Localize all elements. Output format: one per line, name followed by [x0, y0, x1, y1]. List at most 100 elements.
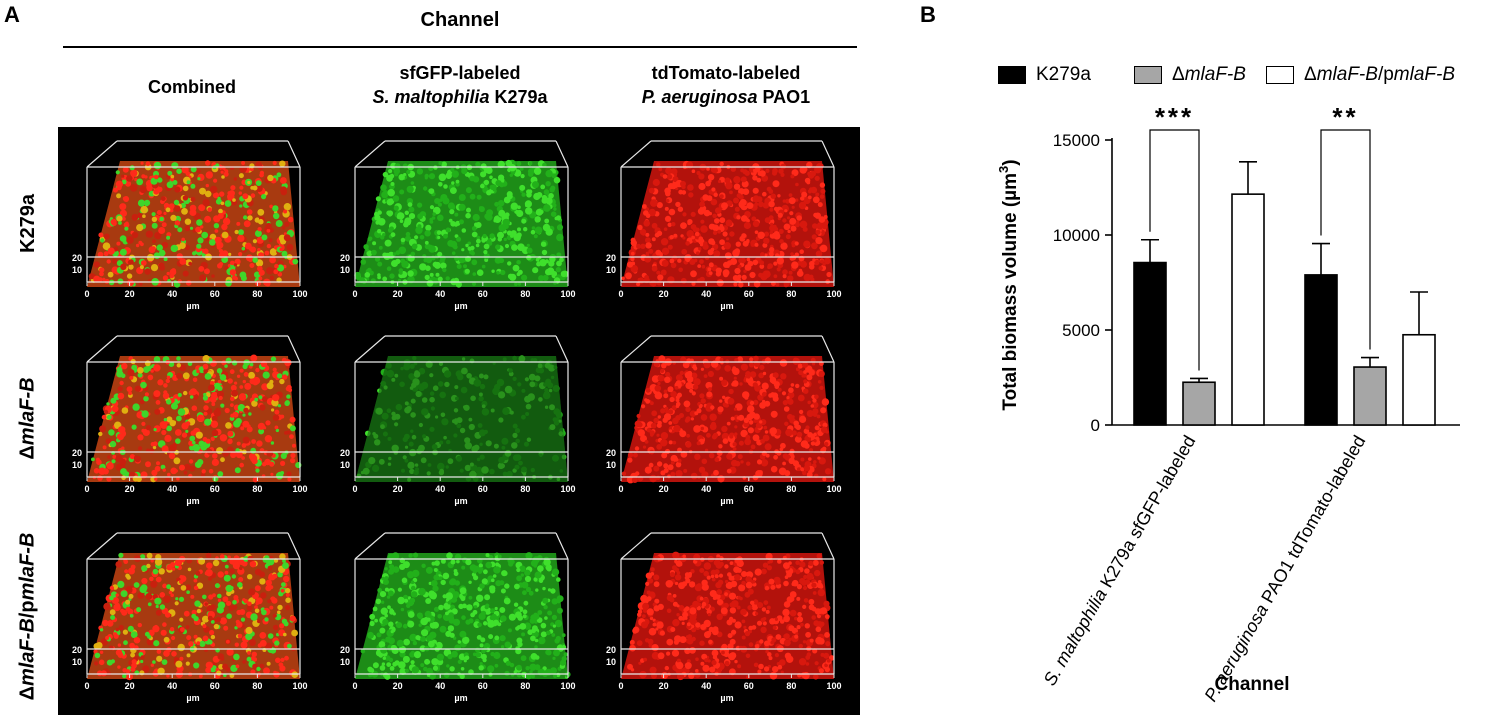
biofilm-cell [549, 404, 555, 411]
biofilm-cell [281, 250, 288, 257]
biofilm-cell [695, 622, 701, 628]
biofilm-cell [437, 202, 442, 207]
biofilm-cell [140, 659, 144, 664]
biofilm-cell [653, 465, 660, 472]
biofilm-cell [461, 248, 465, 252]
biofilm-cell [406, 603, 411, 608]
biofilm-cell [768, 251, 775, 257]
biofilm-cell [556, 477, 561, 481]
biofilm-cell [707, 267, 712, 272]
biofilm-cell [699, 596, 704, 601]
biofilm-cell [283, 209, 288, 214]
biofilm-cell [179, 364, 187, 372]
biofilm-cell [420, 617, 428, 626]
biofilm-cell [248, 639, 256, 646]
biofilm-cell [484, 594, 491, 601]
biofilm-cell [228, 438, 233, 442]
biofilm-cell [669, 235, 674, 240]
biofilm-cell [195, 431, 203, 439]
biofilm-cell [548, 388, 553, 393]
biofilm-cell [776, 615, 783, 621]
biofilm-cell [527, 626, 531, 630]
biofilm-cell [443, 672, 450, 678]
biofilm-cell [439, 625, 447, 633]
biofilm-cell [395, 622, 403, 629]
x-tick-label: 60 [478, 289, 488, 299]
biofilm-cell [683, 468, 688, 473]
biofilm-cell [240, 617, 246, 622]
biofilm-cell [255, 280, 262, 287]
biofilm-cell [697, 278, 701, 283]
biofilm-cell [153, 174, 159, 180]
biofilm-cell [290, 452, 296, 459]
biofilm-cell [127, 625, 134, 632]
biofilm-cell [214, 380, 218, 384]
biofilm-cell [422, 254, 427, 259]
biofilm-cell [404, 217, 412, 225]
biofilm-cell [208, 594, 214, 600]
biofilm-cell [469, 193, 476, 200]
biofilm-cell [789, 591, 797, 598]
x-tick-label: 0 [618, 289, 623, 299]
biofilm-cell [456, 236, 462, 242]
biofilm-cell [733, 183, 741, 190]
biofilm-cell [512, 264, 520, 272]
biofilm-cell [435, 272, 440, 277]
biofilm-cell [250, 354, 258, 362]
biofilm-cell [685, 406, 691, 413]
biofilm-cell [414, 467, 420, 472]
biofilm-cell [678, 615, 684, 621]
biofilm-cell [660, 368, 665, 373]
z-tick-label: 10 [606, 657, 616, 667]
biofilm-cell [731, 629, 737, 635]
biofilm-cell [127, 369, 135, 377]
wireframe-edge [354, 335, 386, 363]
biofilm-cell [729, 190, 733, 195]
biofilm-cell [129, 642, 135, 649]
biofilm-cell [129, 184, 138, 192]
biofilm-cell [204, 571, 209, 576]
biofilm-cell [183, 470, 188, 475]
x-tick-label: 80 [786, 484, 796, 494]
biofilm-cell [166, 399, 172, 405]
biofilm-cell [250, 613, 258, 621]
biofilm-cell [223, 625, 229, 631]
biofilm-cell [788, 457, 795, 465]
biofilm-cell [494, 635, 500, 641]
biofilm-cell [147, 602, 152, 607]
x-unit-label: µm [720, 301, 733, 311]
biofilm-cell [429, 631, 437, 639]
biofilm-cell [265, 420, 271, 426]
wireframe-edge [287, 532, 301, 560]
biofilm-cell [457, 640, 462, 644]
biofilm-cell [115, 627, 119, 632]
biofilm-cell [819, 385, 824, 390]
biofilm-cell [455, 370, 463, 378]
biofilm-cell [528, 161, 533, 165]
biofilm-cell [743, 221, 751, 230]
biofilm-cell [627, 457, 633, 463]
biofilm-cell [497, 554, 502, 559]
biofilm-cell [783, 633, 790, 640]
biofilm-cell [232, 198, 236, 202]
biofilm-cell [140, 554, 146, 560]
biofilm-cell [655, 249, 662, 256]
biofilm-cell [219, 617, 227, 625]
biofilm-cell [284, 221, 290, 227]
biofilm-cell [389, 226, 394, 231]
biofilm-cell [171, 635, 176, 641]
biofilm-cell [443, 233, 448, 239]
biofilm-cell [679, 636, 687, 644]
biofilm-cell [129, 375, 134, 380]
biofilm-cell [666, 594, 674, 602]
biofilm-cell [214, 229, 219, 233]
biofilm-cell [204, 602, 208, 606]
biofilm-cell [176, 363, 181, 368]
biofilm-cell [522, 590, 527, 596]
biofilm-cell [546, 267, 555, 275]
biofilm-cell [553, 176, 561, 184]
biofilm-cell [241, 161, 246, 165]
biofilm-cell [230, 451, 237, 458]
biofilm-cell [429, 391, 435, 396]
biofilm-cell [549, 256, 556, 263]
